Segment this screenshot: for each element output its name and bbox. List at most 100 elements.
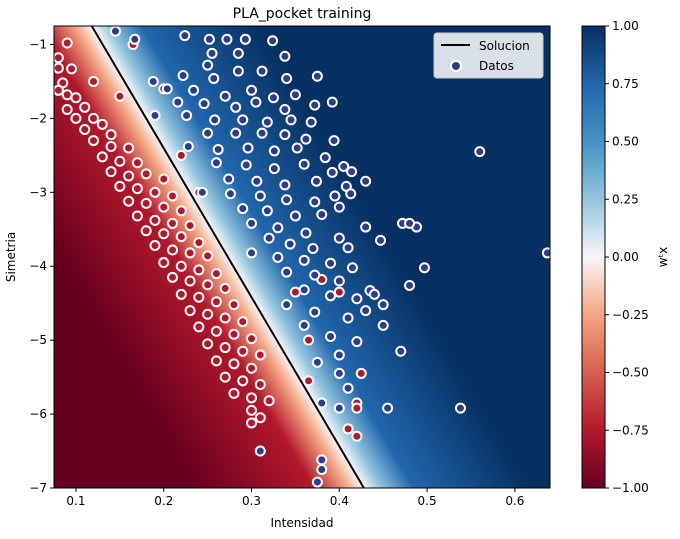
data-point-positive: [149, 109, 161, 121]
data-point-negative: [333, 286, 345, 298]
data-point-positive: [541, 247, 550, 259]
data-point-positive: [346, 262, 358, 274]
data-point-positive: [203, 33, 215, 45]
legend-entry-datos: Datos: [479, 59, 514, 73]
data-point-positive: [342, 242, 354, 254]
data-point-negative: [246, 362, 258, 374]
colorbar-tick-label: 0.50: [612, 135, 639, 149]
plot-area: [54, 26, 550, 488]
data-point-positive: [298, 284, 310, 296]
solution-line: [90, 26, 365, 488]
data-point-positive: [342, 312, 354, 324]
data-point-positive: [279, 129, 291, 141]
x-axis-label: Intensidad: [270, 516, 333, 530]
data-point-negative: [123, 195, 135, 207]
data-point-positive: [206, 47, 218, 59]
colorbar-tick-label: 1.00: [612, 19, 639, 33]
data-point-positive: [268, 145, 280, 157]
data-point-negative: [246, 333, 258, 345]
data-point-negative: [96, 151, 108, 163]
data-point-positive: [267, 92, 279, 104]
data-point-positive: [310, 175, 322, 187]
data-point-positive: [256, 65, 268, 77]
data-point-positive: [474, 146, 486, 158]
data-point-negative: [175, 231, 187, 243]
data-point-negative: [114, 180, 126, 192]
data-point-negative: [123, 170, 135, 182]
data-point-positive: [202, 127, 214, 139]
y-tick-label: −6: [29, 407, 47, 421]
colorbar-tick-label: 0.00: [612, 250, 639, 264]
data-point-positive: [298, 319, 310, 331]
x-tick-label: 0.4: [330, 494, 349, 508]
data-point-negative: [167, 271, 179, 283]
data-point-negative: [342, 423, 354, 435]
data-point-positive: [272, 222, 284, 234]
colorbar-tick-label: −0.50: [612, 366, 649, 380]
data-point-negative: [61, 37, 73, 49]
data-point-positive: [333, 232, 345, 244]
data-point-negative: [54, 62, 64, 74]
data-point-negative: [140, 225, 152, 237]
data-point-positive: [326, 166, 338, 178]
data-point-positive: [281, 299, 293, 311]
data-point-positive: [237, 203, 249, 215]
data-point-negative: [228, 358, 240, 370]
colorbar-tick-label: −1.00: [612, 481, 649, 495]
data-point-negative: [228, 328, 240, 340]
data-point-positive: [261, 205, 273, 217]
legend-point-swatch: [450, 60, 462, 72]
data-point-negative: [105, 166, 117, 178]
data-point-negative: [158, 257, 170, 269]
x-tick-label: 0.2: [154, 494, 173, 508]
data-point-positive: [230, 127, 242, 139]
data-point-positive: [360, 221, 372, 233]
data-point-positive: [182, 140, 194, 152]
data-point-positive: [281, 194, 293, 206]
data-point-negative: [246, 392, 258, 404]
data-point-negative: [114, 155, 126, 167]
data-point-positive: [221, 33, 233, 45]
data-point-positive: [256, 127, 268, 139]
data-point-negative: [167, 217, 179, 229]
data-point-positive: [375, 234, 387, 246]
data-point-positive: [454, 402, 466, 414]
data-point-positive: [188, 84, 200, 96]
data-point-positive: [281, 266, 293, 278]
data-point-positive: [382, 402, 394, 414]
data-point-positive: [316, 454, 328, 466]
data-point-positive: [267, 35, 279, 47]
x-tick-label: 0.6: [505, 494, 524, 508]
data-point-negative: [184, 305, 196, 317]
data-points: [54, 26, 550, 488]
x-axis-ticks: 0.1 0.2 0.3 0.4 0.5 0.6: [66, 488, 524, 508]
data-point-positive: [242, 142, 254, 154]
data-point-negative: [219, 342, 231, 354]
data-point-positive: [325, 257, 337, 269]
data-point-negative: [149, 186, 161, 198]
data-point-positive: [325, 330, 337, 342]
data-point-positive: [209, 114, 221, 126]
data-point-positive: [161, 83, 173, 95]
data-point-negative: [149, 240, 161, 252]
data-point-negative: [355, 367, 367, 379]
y-tick-label: −7: [29, 481, 47, 495]
data-point-positive: [181, 109, 193, 121]
data-point-negative: [79, 123, 91, 135]
data-point-negative: [88, 112, 100, 124]
data-point-negative: [158, 173, 170, 185]
data-point-positive: [377, 299, 389, 311]
data-point-negative: [54, 52, 64, 64]
data-point-positive: [338, 160, 350, 172]
data-point-positive: [210, 157, 222, 169]
x-tick-label: 0.5: [418, 494, 437, 508]
data-point-negative: [88, 75, 100, 87]
data-point-positive: [172, 96, 184, 108]
data-point-positive: [316, 208, 328, 220]
data-point-positive: [311, 70, 323, 82]
data-point-negative: [131, 183, 143, 195]
data-point-negative: [210, 268, 222, 280]
data-point-negative: [202, 338, 214, 350]
data-point-negative: [140, 168, 152, 180]
data-point-positive: [333, 349, 345, 361]
